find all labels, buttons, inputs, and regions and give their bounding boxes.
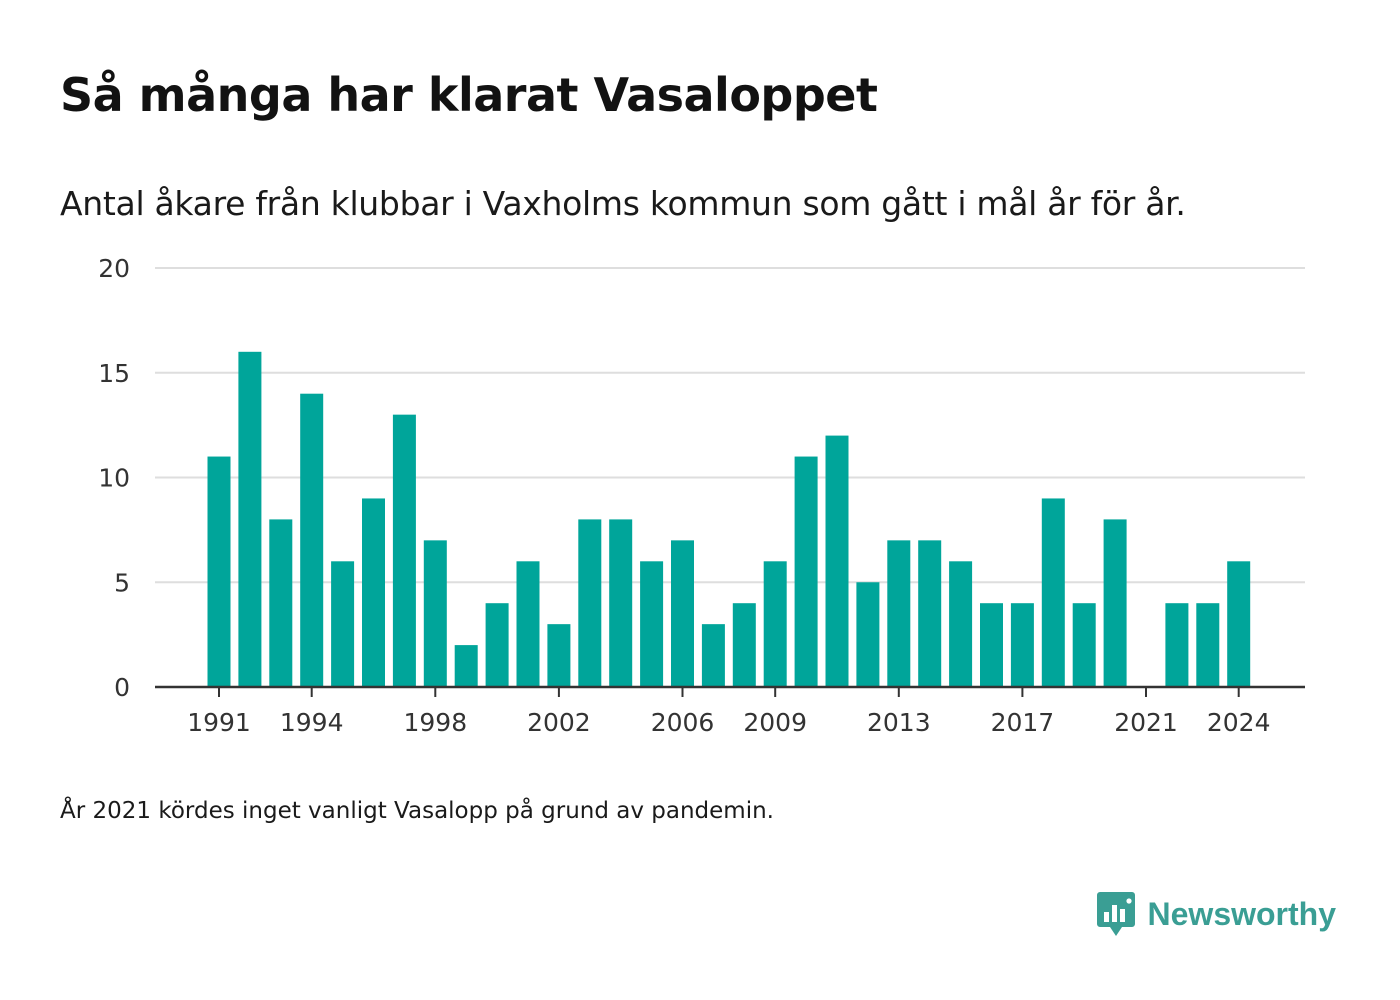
bar-2001	[516, 561, 540, 687]
bar-2009	[763, 561, 787, 687]
bar-1993	[269, 519, 293, 687]
bars	[207, 351, 1251, 687]
y-tick-label: 10	[98, 464, 130, 493]
y-tick-label: 15	[98, 359, 130, 388]
bar-1992	[238, 351, 262, 687]
x-tick-label: 2013	[867, 708, 931, 737]
bar-2014	[918, 540, 942, 687]
x-tick-label: 2017	[991, 708, 1055, 737]
brand-name: Newsworthy	[1147, 895, 1336, 932]
bar-2008	[732, 603, 756, 687]
brand-logo: Newsworthy	[1096, 890, 1336, 938]
bar-1994	[300, 393, 324, 687]
bar-2012	[856, 582, 880, 687]
bar-2011	[825, 435, 849, 687]
bar-2007	[701, 624, 725, 687]
x-tick-label: 2006	[651, 708, 715, 737]
chart-title: Så många har klarat Vasaloppet	[60, 68, 878, 122]
bar-2019	[1072, 603, 1096, 687]
bar-2003	[578, 519, 602, 687]
y-tick-label: 0	[114, 673, 130, 702]
y-tick-label: 5	[114, 568, 130, 597]
x-tick-label: 1991	[187, 708, 251, 737]
bar-1998	[423, 540, 447, 687]
bar-2004	[609, 519, 633, 687]
bar-2015	[949, 561, 973, 687]
bar-2005	[640, 561, 664, 687]
bar-2010	[794, 456, 818, 687]
x-tick-label: 1998	[403, 708, 467, 737]
bar-2000	[485, 603, 509, 687]
x-tick-label: 2009	[743, 708, 807, 737]
x-tick-label: 2024	[1207, 708, 1271, 737]
bar-2024	[1227, 561, 1251, 687]
x-axis-tick-labels: 1991 1994 1998 2002 2006 2009 2013 2017 2021 2024	[187, 687, 1271, 737]
bar-2006	[671, 540, 694, 687]
x-tick-label: 2002	[527, 708, 591, 737]
footnote: År 2021 kördes inget vanligt Vasalopp på…	[60, 798, 774, 824]
bar-1999	[454, 645, 478, 687]
bar-2017	[1010, 603, 1034, 687]
bar-2018	[1041, 498, 1065, 687]
bar-2023	[1196, 603, 1220, 687]
x-tick-label: 1994	[280, 708, 344, 737]
newsworthy-logo-icon	[1096, 892, 1135, 936]
y-axis-tick-labels: 0 5 10 15 20	[98, 254, 130, 702]
bar-2022	[1165, 603, 1189, 687]
bar-1996	[362, 498, 385, 687]
bar-2002	[547, 624, 571, 687]
bar-1991	[207, 456, 231, 687]
y-tick-label: 20	[98, 254, 130, 283]
bar-1997	[392, 414, 416, 687]
chart-subtitle: Antal åkare från klubbar i Vaxholms komm…	[60, 184, 1186, 223]
bar-1995	[331, 561, 355, 687]
bar-2013	[887, 540, 911, 687]
bar-2016	[980, 603, 1003, 687]
gridlines	[155, 267, 1305, 584]
bar-2020	[1103, 519, 1127, 687]
x-tick-label: 2021	[1114, 708, 1178, 737]
